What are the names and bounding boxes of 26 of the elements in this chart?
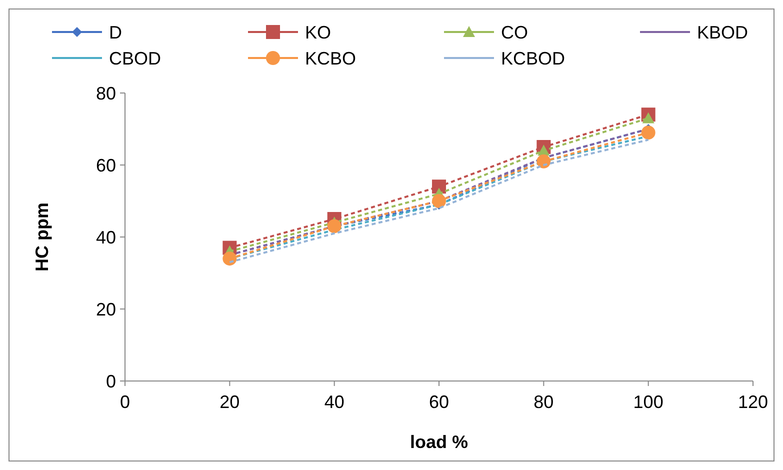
x-axis-title: load %: [410, 432, 468, 452]
y-tick-label: 20: [96, 299, 116, 320]
y-tick-label: 40: [96, 227, 116, 248]
point: [222, 252, 237, 266]
legend-label: KCBOD: [501, 48, 566, 68]
y-tick-label: 60: [96, 155, 116, 176]
legend-label: D: [109, 22, 122, 42]
y-tick-label: 0: [106, 371, 116, 392]
legend-label: KBOD: [697, 22, 748, 42]
x-tick-label: 20: [220, 392, 240, 412]
legend-label: CBOD: [109, 48, 162, 68]
legend-label: KCBO: [305, 48, 356, 68]
legend-label: CO: [501, 22, 528, 42]
x-tick-label: 120: [738, 392, 768, 412]
x-tick-label: 40: [324, 392, 344, 412]
point: [536, 154, 551, 168]
legend-label: KO: [305, 22, 332, 42]
x-tick-label: 60: [428, 392, 450, 412]
x-tick-label: 100: [633, 392, 664, 412]
x-tick-label: 80: [534, 392, 554, 412]
point: [432, 194, 446, 208]
y-tick-label: 80: [96, 83, 116, 104]
y-axis-title: HC ppm: [32, 202, 52, 272]
point: [642, 112, 654, 124]
x-tick-label: 0: [120, 392, 130, 412]
point: [641, 126, 656, 140]
